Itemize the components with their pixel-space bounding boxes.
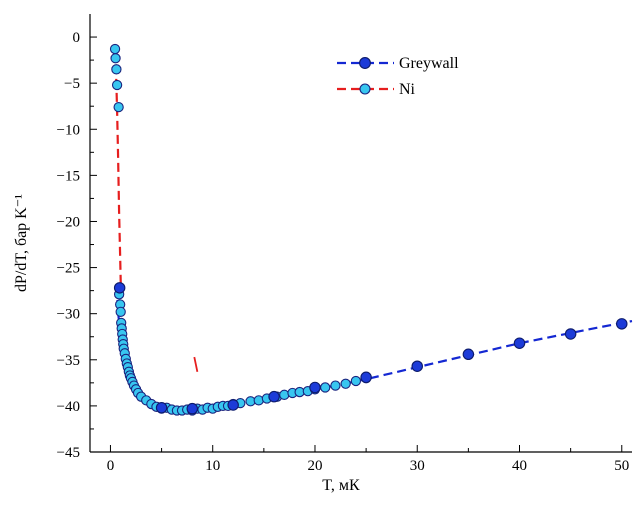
y-tick-label: −15 xyxy=(57,168,80,184)
legend-marker-ni xyxy=(359,83,371,95)
axes: 0 10 20 30 40 50 0 −5 −10 −15 −20 −25 −30 −35 −40 −45 xyxy=(57,14,632,474)
legend-marker-greywall xyxy=(359,57,371,69)
y-tick-label: −35 xyxy=(57,353,80,369)
x-tick-label: 40 xyxy=(512,458,527,474)
data-point-greywall xyxy=(360,371,372,384)
y-axis-title: dP/dT, бар K⁻¹ xyxy=(13,194,30,292)
data-point-greywall xyxy=(462,348,475,361)
data-point-greywall xyxy=(411,360,423,372)
data-point-greywall xyxy=(309,381,321,394)
data-point-greywall xyxy=(268,390,280,403)
data-point-greywall xyxy=(113,282,126,294)
data-point-greywall xyxy=(513,337,526,349)
data-point-ni xyxy=(113,101,124,113)
annotations xyxy=(193,356,199,372)
data-point-greywall xyxy=(155,401,168,414)
x-tick-label: 30 xyxy=(410,458,425,474)
legend-label-ni: Ni xyxy=(399,81,416,98)
y-tick-label: −30 xyxy=(57,307,80,323)
y-tick-label: −5 xyxy=(64,76,80,92)
data-point-ni xyxy=(340,378,351,389)
y-tick-label: −25 xyxy=(57,261,80,277)
y-tick-label: −20 xyxy=(57,214,80,230)
data-point-greywall xyxy=(616,318,628,330)
legend-label-greywall: Greywall xyxy=(399,55,459,72)
data-point-ni xyxy=(111,64,122,75)
data-point-ni xyxy=(115,306,126,317)
data-point-ni xyxy=(330,380,341,391)
data-point-greywall xyxy=(186,402,199,415)
data-point-ni xyxy=(350,375,362,387)
y-tick-label: −45 xyxy=(57,445,80,461)
legend: Greywall Ni xyxy=(337,55,459,98)
x-tick-label: 50 xyxy=(614,458,629,474)
x-tick-label: 0 xyxy=(107,458,115,474)
x-tick-label: 10 xyxy=(205,458,220,474)
data-point-greywall xyxy=(564,328,577,340)
x-tick-label: 20 xyxy=(307,458,322,474)
data-point-ni xyxy=(109,43,121,55)
x-axis-title: T, мК xyxy=(322,477,360,494)
data-point-ni xyxy=(320,382,331,393)
annotation-mark xyxy=(193,356,199,372)
data-point-greywall xyxy=(227,399,239,411)
series-line-greywall xyxy=(115,285,633,412)
series-markers xyxy=(109,43,628,416)
y-tick-label: −10 xyxy=(57,122,80,138)
data-point-ni xyxy=(111,79,123,91)
data-point-ni xyxy=(110,53,121,64)
y-tick-label: −40 xyxy=(57,399,80,415)
series-lines xyxy=(114,50,633,412)
series-line-ni xyxy=(114,50,123,305)
y-tick-label: 0 xyxy=(73,30,81,46)
